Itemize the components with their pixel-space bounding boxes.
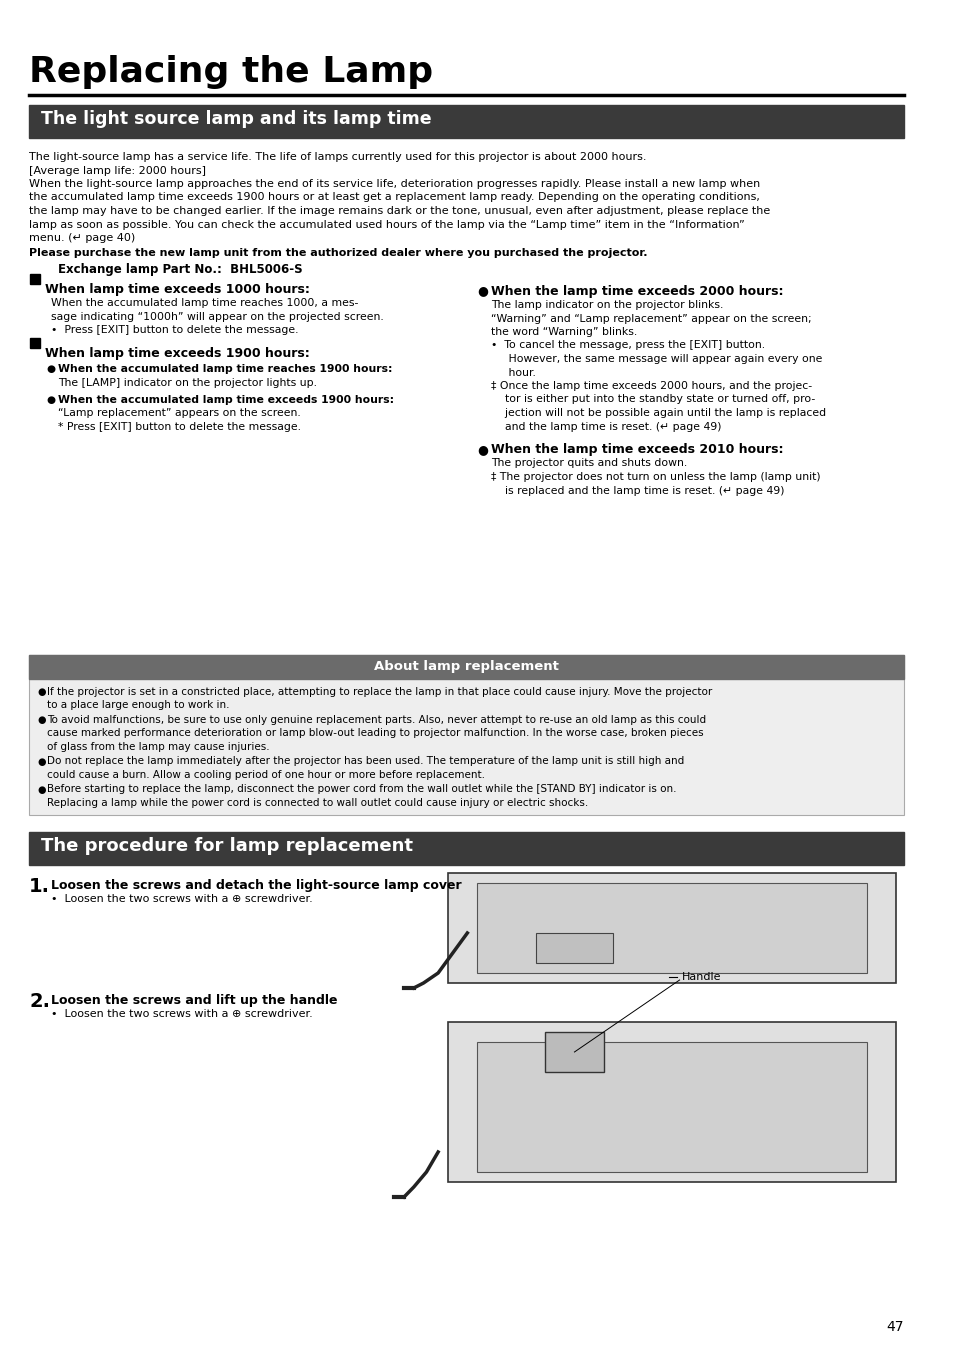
- Text: The [LAMP] indicator on the projector lights up.: The [LAMP] indicator on the projector li…: [58, 377, 317, 388]
- Text: and the lamp time is reset. (↵ page 49): and the lamp time is reset. (↵ page 49): [490, 422, 720, 431]
- Text: However, the same message will appear again every one: However, the same message will appear ag…: [490, 354, 821, 363]
- Text: The projector quits and shuts down.: The projector quits and shuts down.: [490, 458, 686, 469]
- Text: •  Loosen the two screws with a ⊕ screwdriver.: • Loosen the two screws with a ⊕ screwdr…: [51, 1009, 312, 1019]
- Text: The lamp indicator on the projector blinks.: The lamp indicator on the projector blin…: [490, 300, 722, 309]
- Text: If the projector is set in a constricted place, attempting to replace the lamp i: If the projector is set in a constricted…: [47, 688, 711, 697]
- Text: Exchange lamp Part No.:  BHL5006-S: Exchange lamp Part No.: BHL5006-S: [58, 263, 303, 276]
- Bar: [30, 105, 902, 138]
- Text: jection will not be possible again until the lamp is replaced: jection will not be possible again until…: [490, 408, 825, 417]
- Text: The light-source lamp has a service life. The life of lamps currently used for t: The light-source lamp has a service life…: [30, 153, 646, 162]
- Text: Loosen the screws and detach the light-source lamp cover: Loosen the screws and detach the light-s…: [51, 880, 460, 892]
- Text: ●: ●: [47, 363, 55, 374]
- Text: is replaced and the lamp time is reset. (↵ page 49): is replaced and the lamp time is reset. …: [490, 485, 783, 496]
- Text: To avoid malfunctions, be sure to use only genuine replacement parts. Also, neve: To avoid malfunctions, be sure to use on…: [47, 715, 705, 725]
- Text: When the accumulated lamp time exceeds 1900 hours:: When the accumulated lamp time exceeds 1…: [58, 394, 395, 405]
- Text: •  Press [EXIT] button to delete the message.: • Press [EXIT] button to delete the mess…: [51, 326, 298, 335]
- Text: Replacing the Lamp: Replacing the Lamp: [30, 55, 433, 89]
- Text: Do not replace the lamp immediately after the projector has been used. The tempe: Do not replace the lamp immediately afte…: [47, 757, 683, 766]
- Text: [Average lamp life: 2000 hours]: [Average lamp life: 2000 hours]: [30, 166, 206, 176]
- Bar: [476, 1042, 865, 1173]
- Bar: [30, 273, 40, 284]
- Text: •  To cancel the message, press the [EXIT] button.: • To cancel the message, press the [EXIT…: [490, 340, 764, 350]
- Text: When the lamp time exceeds 2010 hours:: When the lamp time exceeds 2010 hours:: [490, 443, 782, 457]
- Text: ‡ The projector does not turn on unless the lamp (lamp unit): ‡ The projector does not turn on unless …: [490, 471, 820, 482]
- Text: 2.: 2.: [30, 992, 51, 1011]
- Text: ●: ●: [37, 757, 46, 766]
- Text: When lamp time exceeds 1000 hours:: When lamp time exceeds 1000 hours:: [45, 282, 310, 296]
- Text: When the accumulated lamp time reaches 1900 hours:: When the accumulated lamp time reaches 1…: [58, 363, 393, 374]
- Text: When the accumulated lamp time reaches 1000, a mes-: When the accumulated lamp time reaches 1…: [51, 299, 357, 308]
- Text: the word “Warning” blinks.: the word “Warning” blinks.: [490, 327, 637, 336]
- Bar: [30, 655, 902, 680]
- Bar: [545, 1032, 603, 1071]
- Text: 1.: 1.: [30, 877, 51, 896]
- Text: Loosen the screws and lift up the handle: Loosen the screws and lift up the handle: [51, 994, 336, 1006]
- Text: Replacing a lamp while the power cord is connected to wall outlet could cause in: Replacing a lamp while the power cord is…: [47, 798, 587, 808]
- Text: the lamp may have to be changed earlier. If the image remains dark or the tone, : the lamp may have to be changed earlier.…: [30, 205, 770, 216]
- Text: lamp as soon as possible. You can check the accumulated used hours of the lamp v: lamp as soon as possible. You can check …: [30, 219, 744, 230]
- Text: The light source lamp and its lamp time: The light source lamp and its lamp time: [41, 109, 431, 128]
- Text: Please purchase the new lamp unit from the authorized dealer where you purchased: Please purchase the new lamp unit from t…: [30, 249, 647, 258]
- Text: When lamp time exceeds 1900 hours:: When lamp time exceeds 1900 hours:: [45, 346, 309, 359]
- Text: ‡ Once the lamp time exceeds 2000 hours, and the projec-: ‡ Once the lamp time exceeds 2000 hours,…: [490, 381, 811, 390]
- Text: ●: ●: [476, 443, 487, 457]
- Text: sage indicating “1000h” will appear on the projected screen.: sage indicating “1000h” will appear on t…: [51, 312, 383, 322]
- Text: cause marked performance deterioration or lamp blow-out leading to projector mal: cause marked performance deterioration o…: [47, 728, 702, 739]
- Text: could cause a burn. Allow a cooling period of one hour or more before replacemen: could cause a burn. Allow a cooling peri…: [47, 770, 484, 780]
- Text: 47: 47: [885, 1320, 902, 1333]
- Text: When the light-source lamp approaches the end of its service life, deterioration: When the light-source lamp approaches th…: [30, 178, 760, 189]
- Bar: [476, 884, 865, 973]
- Text: About lamp replacement: About lamp replacement: [374, 661, 558, 673]
- Text: “Lamp replacement” appears on the screen.: “Lamp replacement” appears on the screen…: [58, 408, 301, 419]
- Text: When the lamp time exceeds 2000 hours:: When the lamp time exceeds 2000 hours:: [490, 285, 782, 297]
- Text: ●: ●: [37, 715, 46, 725]
- Bar: [30, 338, 40, 347]
- Text: Before starting to replace the lamp, disconnect the power cord from the wall out: Before starting to replace the lamp, dis…: [47, 785, 676, 794]
- Text: menu. (↵ page 40): menu. (↵ page 40): [30, 232, 135, 243]
- Text: the accumulated lamp time exceeds 1900 hours or at least get a replacement lamp : the accumulated lamp time exceeds 1900 h…: [30, 192, 760, 203]
- Text: ●: ●: [476, 285, 487, 297]
- Text: Handle: Handle: [680, 971, 720, 982]
- Bar: [30, 655, 902, 815]
- Text: to a place large enough to work in.: to a place large enough to work in.: [47, 701, 229, 711]
- Text: * Press [EXIT] button to delete the message.: * Press [EXIT] button to delete the mess…: [58, 422, 301, 432]
- Text: ●: ●: [47, 394, 55, 405]
- Bar: [447, 1021, 895, 1182]
- Text: •  Loosen the two screws with a ⊕ screwdriver.: • Loosen the two screws with a ⊕ screwdr…: [51, 894, 312, 904]
- Text: hour.: hour.: [490, 367, 535, 377]
- Bar: [447, 873, 895, 984]
- Text: ●: ●: [37, 688, 46, 697]
- Bar: [535, 934, 613, 963]
- Text: “Warning” and “Lamp replacement” appear on the screen;: “Warning” and “Lamp replacement” appear …: [490, 313, 810, 323]
- Text: tor is either put into the standby state or turned off, pro-: tor is either put into the standby state…: [490, 394, 814, 404]
- Bar: [30, 832, 902, 865]
- Text: ●: ●: [37, 785, 46, 794]
- Text: of glass from the lamp may cause injuries.: of glass from the lamp may cause injurie…: [47, 742, 269, 753]
- Text: The procedure for lamp replacement: The procedure for lamp replacement: [41, 838, 413, 855]
